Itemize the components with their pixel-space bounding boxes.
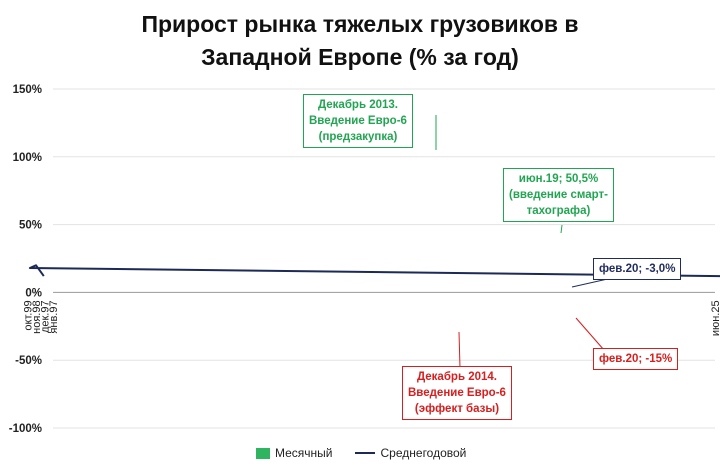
x-tick-label: янв.97 xyxy=(48,300,60,333)
y-tick-label: 150% xyxy=(13,84,42,96)
chart-title: Прирост рынка тяжелых грузовиков в Запад… xyxy=(0,8,720,74)
annotation-dec2013-line-2: Введение Евро-6 xyxy=(309,115,407,127)
annotation-feb20-monthly-line-1: фев.20; -15% xyxy=(599,353,673,365)
legend-monthly-label: Месячный xyxy=(275,446,333,460)
chart-title-line-2: Западной Европе (% за год) xyxy=(201,44,519,70)
legend-average-label: Среднегодовой xyxy=(380,446,467,460)
x-tick-label: окт.99 xyxy=(23,300,35,330)
y-tick-label: -100% xyxy=(9,423,42,435)
annotation-leader xyxy=(458,331,461,369)
annotation-dec2014-line-1: Декабрь 2014. xyxy=(416,371,497,383)
x-tick-label: июн.25 xyxy=(710,300,720,336)
annotation-jun19-line-1: июн.19; 50,5% xyxy=(518,173,599,185)
annotation-feb20-average: фев.20; -3,0% xyxy=(593,258,682,280)
annotation-dec2014-line-3: (эффект базы) xyxy=(414,403,500,415)
annotation-dec2013-line-3: (предзакупка) xyxy=(318,131,398,143)
y-tick-label: 0% xyxy=(25,287,42,299)
annotation-dec2014-line-2: Введение Евро-6 xyxy=(408,387,506,399)
annotation-dec2014: Декабрь 2014. Введение Евро-6 (эффект ба… xyxy=(402,366,512,420)
legend-monthly-swatch xyxy=(256,447,270,459)
annotation-dec2013-line-1: Декабрь 2013. xyxy=(317,99,398,111)
y-tick-label: 50% xyxy=(19,220,42,232)
average-line xyxy=(28,264,720,278)
annotation-dec2013: Декабрь 2013. Введение Евро-6 (предзакуп… xyxy=(303,94,413,148)
annotation-feb20-average-line-1: фев.20; -3,0% xyxy=(599,263,676,275)
annotation-leader xyxy=(560,224,563,234)
y-tick-label: 100% xyxy=(13,152,42,164)
y-tick-label: -50% xyxy=(15,355,42,367)
annotation-leader xyxy=(575,317,605,351)
annotation-jun19-line-3: тахографа) xyxy=(526,205,591,217)
x-tick-label: дек.97 xyxy=(40,300,52,333)
x-tick-label: июл.24 xyxy=(718,300,720,336)
chart-title-line-1: Прирост рынка тяжелых грузовиков в xyxy=(141,11,579,37)
annotation-feb20-monthly: фев.20; -15% xyxy=(593,348,679,370)
legend: Месячный Среднегодовой xyxy=(256,444,466,462)
annotation-jun19-line-2: (введение смарт- xyxy=(509,189,608,201)
x-tick-label: ноя.98 xyxy=(31,300,43,333)
annotation-jun19: июн.19; 50,5% (введение смарт- тахографа… xyxy=(503,168,614,222)
legend-average-swatch xyxy=(354,452,375,454)
